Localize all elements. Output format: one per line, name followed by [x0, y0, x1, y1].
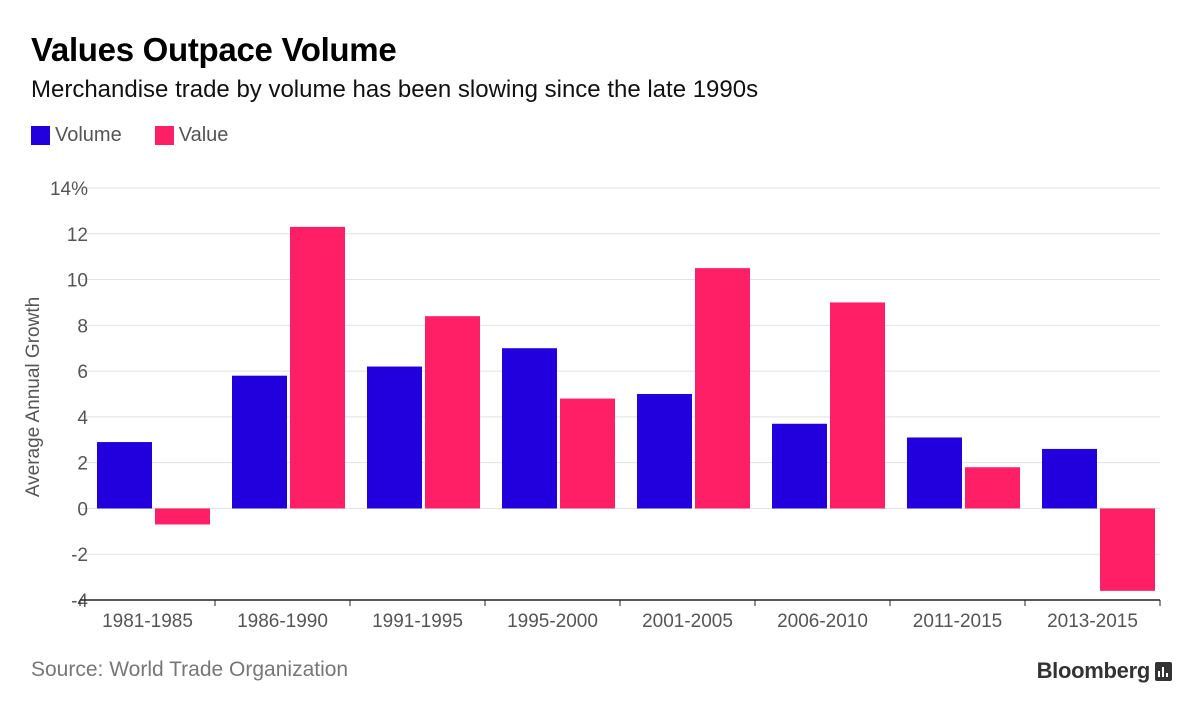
bar-value-2001-2005	[695, 268, 750, 509]
y-tick-label: 0	[77, 499, 88, 520]
bar-value-1986-1990	[290, 226, 345, 509]
x-tick-label: 1991-1995	[372, 611, 463, 632]
bar-value-1995-2000	[560, 398, 615, 509]
bloomberg-logo: Bloomberg	[1037, 656, 1172, 686]
x-tick-label: 1986-1990	[237, 611, 328, 632]
bar-volume-2006-2010	[772, 423, 827, 509]
bar-volume-1986-1990	[232, 375, 287, 509]
bar-value-2011-2015	[965, 467, 1020, 509]
y-axis-label: Average Annual Growth	[23, 297, 44, 497]
bar-volume-2001-2005	[637, 394, 692, 509]
bar-volume-1981-1985	[97, 442, 152, 509]
y-tick-label: 12	[67, 225, 88, 246]
chart-title: Values Outpace Volume	[31, 31, 397, 68]
x-tick-label: 2001-2005	[642, 611, 733, 632]
legend-swatch-volume	[31, 125, 50, 145]
bar-value-2013-2015	[1100, 508, 1155, 591]
y-tick-label: 2	[77, 454, 88, 475]
legend-label-volume: Volume	[55, 123, 122, 146]
bar-volume-2013-2015	[1042, 448, 1097, 509]
legend-item-volume: Volume	[31, 124, 122, 147]
legend-swatch-value	[154, 125, 174, 145]
y-tick-label: -2	[71, 545, 88, 566]
y-tick-label: 4	[77, 408, 88, 429]
x-tick-label: 1995-2000	[507, 611, 598, 632]
x-axis	[79, 599, 1161, 606]
y-tick-label: 10	[67, 271, 88, 292]
bar-volume-2011-2015	[907, 437, 962, 509]
legend-label-value: Value	[178, 123, 229, 146]
x-tick-label: 2013-2015	[1047, 611, 1138, 632]
y-tick-label: 8	[77, 316, 88, 337]
x-tick-labels: 1981-1985 1986-1990 1991-1995 1995-2000 2001…	[102, 611, 1138, 632]
y-tick-label: 6	[77, 362, 88, 383]
bar-volume-1995-2000	[502, 348, 557, 509]
x-tick-label: 2006-2010	[777, 611, 868, 632]
bar-value-2006-2010	[830, 302, 885, 509]
legend: Volume Value	[31, 122, 261, 148]
bar-value-1991-1995	[425, 316, 480, 509]
bar-value-1981-1985	[155, 508, 210, 525]
source-note: Source: World Trade Organization	[31, 658, 349, 681]
brand-name: Bloomberg	[1036, 658, 1151, 683]
bloomberg-chart-icon	[1155, 661, 1172, 681]
legend-item-value: Value	[154, 123, 229, 147]
x-tick-label: 2011-2015	[913, 611, 1002, 632]
bars	[97, 226, 1155, 591]
chart-subtitle: Merchandise trade by volume has been slo…	[31, 76, 759, 103]
x-tick-label: 1981-1985	[102, 611, 193, 632]
y-tick-label: 14%	[50, 179, 88, 200]
bar-volume-1991-1995	[367, 366, 422, 509]
